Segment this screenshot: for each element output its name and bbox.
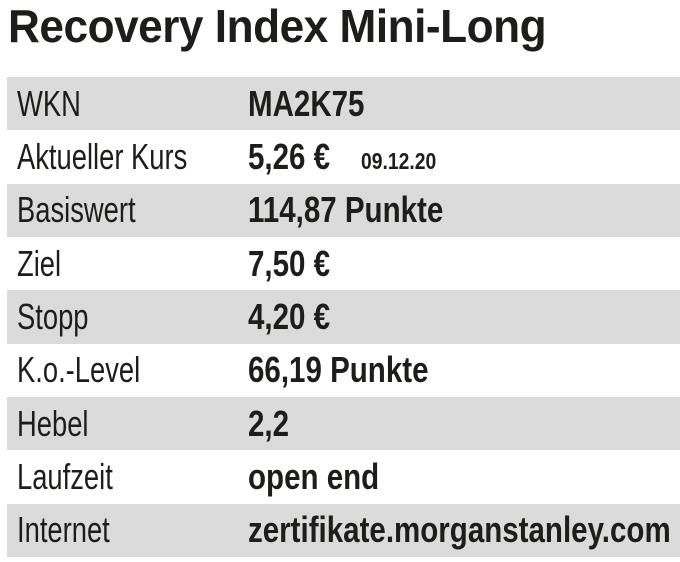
- table-row-wkn: WKN MA2K75: [7, 77, 680, 131]
- row-value: 7,50 €: [248, 242, 331, 284]
- row-value-url: zertifikate.morganstanley.com: [248, 509, 671, 551]
- row-label: Ziel: [17, 242, 62, 284]
- row-value: 114,87 Punkte: [248, 189, 444, 231]
- row-value: MA2K75: [248, 82, 365, 124]
- product-data-table: WKN MA2K75 Aktueller Kurs 5,26 € 09.12.2…: [7, 77, 680, 557]
- table-row-ko-level: K.o.-Level 66,19 Punkte: [7, 344, 680, 397]
- row-value: open end: [248, 455, 380, 497]
- row-label: Hebel: [17, 402, 89, 444]
- row-label: K.o.-Level: [17, 349, 141, 391]
- row-value: 66,19 Punkte: [248, 349, 429, 391]
- table-row-aktueller-kurs: Aktueller Kurs 5,26 € 09.12.20: [7, 130, 680, 183]
- table-row-stopp: Stopp 4,20 €: [7, 290, 680, 344]
- table-row-ziel: Ziel 7,50 €: [7, 237, 680, 290]
- row-label: Basiswert: [17, 189, 136, 231]
- row-value: 5,26 €: [248, 135, 331, 177]
- row-label: Aktueller Kurs: [17, 135, 188, 177]
- row-value-date: 09.12.20: [361, 147, 437, 174]
- row-label: WKN: [17, 82, 81, 124]
- row-value: 4,20 €: [248, 295, 331, 337]
- table-row-basiswert: Basiswert 114,87 Punkte: [7, 183, 680, 237]
- table-row-internet: Internet zertifikate.morganstanley.com: [7, 503, 680, 557]
- row-label: Stopp: [17, 295, 89, 337]
- table-row-laufzeit: Laufzeit open end: [7, 450, 680, 503]
- row-label: Laufzeit: [17, 455, 113, 497]
- table-row-hebel: Hebel 2,2: [7, 396, 680, 451]
- page-title: Recovery Index Mini-Long: [8, 0, 547, 52]
- row-label: Internet: [17, 509, 110, 551]
- row-value: 2,2: [248, 402, 290, 444]
